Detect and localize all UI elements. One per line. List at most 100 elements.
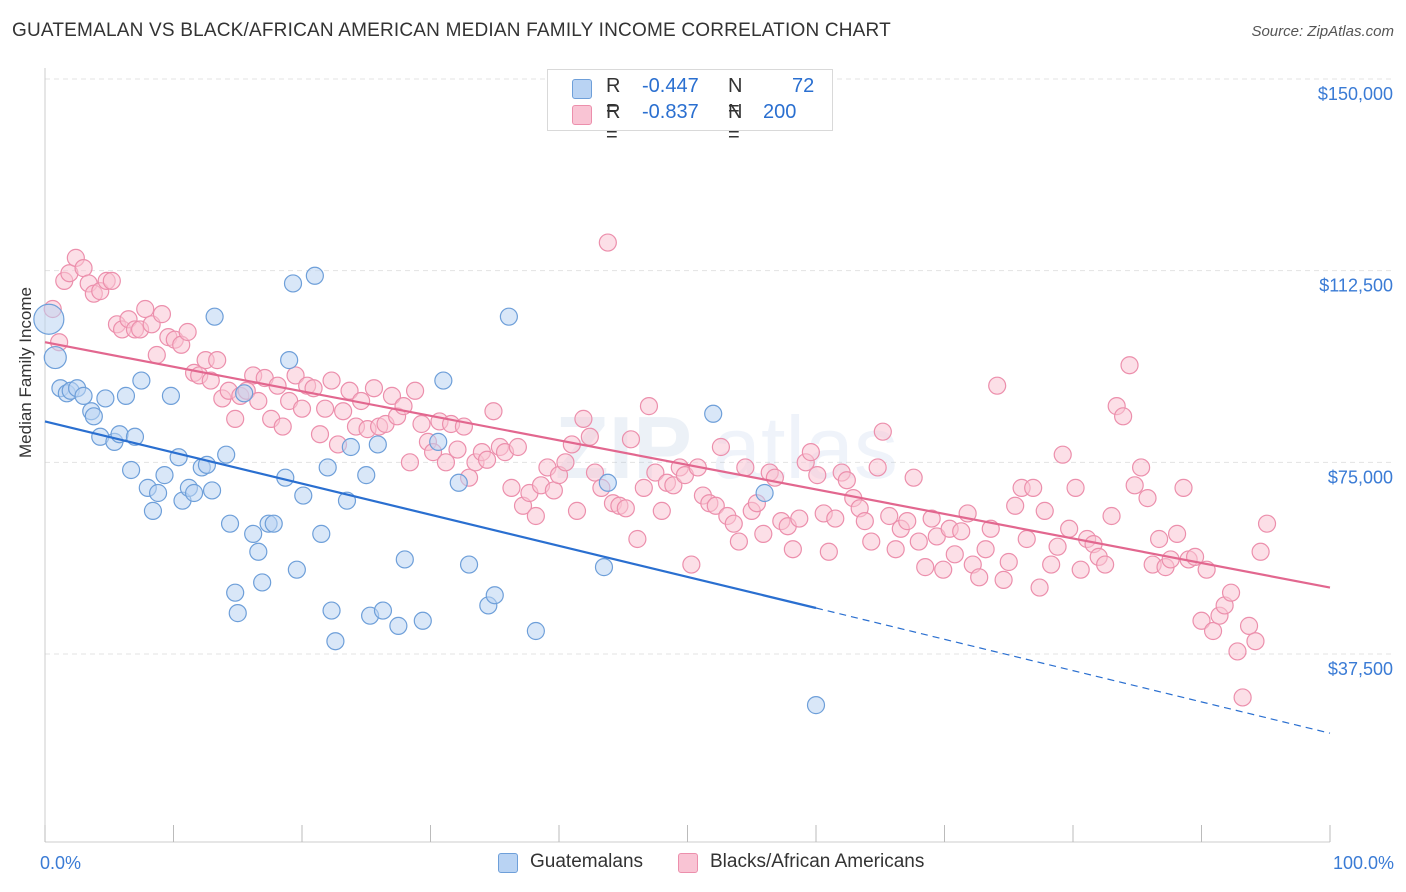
data-point [400,453,420,472]
data-point [121,460,141,480]
data-point [1251,542,1270,561]
data-point [886,540,905,559]
data-point [873,422,892,441]
blue-swatch-icon [572,79,592,99]
data-point [1053,445,1072,464]
data-point [1149,529,1169,549]
data-point [125,427,145,446]
data-point [556,453,575,472]
data-point [373,601,393,620]
data-point [880,506,899,526]
data-point [855,512,874,531]
data-point [704,404,723,423]
data-point [1017,529,1036,549]
data-point [477,450,497,469]
y-tick-label: $112,500 [1319,276,1393,296]
data-point [413,611,432,630]
data-point [1239,616,1259,635]
data-point [310,425,330,444]
data-point [1203,621,1223,641]
data-point [74,259,93,278]
data-point [364,379,384,398]
data-point [143,501,163,520]
data-point [508,437,527,457]
data-point [312,524,331,543]
data-point [249,391,268,411]
data-point [639,397,659,416]
data-point [1114,407,1133,426]
data-point [898,512,917,531]
data-point [1257,514,1277,533]
data-point [628,529,647,549]
legend-r-label: R = [606,75,621,120]
correlation-legend: R = -0.447 N = 72 R = -0.837 N = 200 [547,69,833,146]
data-point [1228,642,1247,661]
data-point [1024,478,1043,497]
data-point [544,481,563,500]
data-point [1006,496,1025,515]
grid-lines [45,78,1395,655]
data-point [1132,458,1151,477]
data-point [249,542,268,561]
data-point [988,376,1007,395]
data-point [228,604,247,623]
data-point [184,483,204,503]
data-point [217,445,236,464]
data-point [1060,519,1079,538]
data-point [1030,578,1049,597]
data-point [1071,560,1090,579]
trend-line-guatemalans-extension [815,607,1331,734]
data-point [305,266,324,285]
data-point [1096,555,1115,574]
legend-n-label: N = [728,75,743,120]
chart-source: Source: ZipAtlas.com [1251,23,1394,40]
data-point [868,458,887,477]
data-point [436,453,456,472]
data-point [116,386,136,405]
data-point [84,407,103,426]
trend-lines [44,341,1331,734]
legend-r-label: R = [606,101,621,146]
x-axis-min-label: 0.0% [40,853,82,873]
series-legend-label: Guatemalans [530,851,644,872]
data-point [43,345,67,370]
y-tick-label: $37,500 [1328,659,1393,679]
data-point [652,501,671,520]
pink-series-points [43,233,1277,707]
data-point [1246,632,1265,651]
data-point [952,522,971,541]
data-point [729,532,749,551]
data-point [1233,688,1252,707]
data-point [368,435,387,454]
data-point [273,417,292,436]
data-point [1192,611,1211,630]
data-point [326,632,345,651]
data-point [485,586,504,605]
data-point [429,432,448,451]
data-point [148,483,168,503]
data-point [598,233,617,252]
data-point [526,506,545,526]
data-point [994,570,1013,589]
data-point [682,555,701,574]
data-point [33,303,65,335]
data-point [280,351,299,370]
y-tick-label: $75,000 [1328,467,1393,487]
data-point [178,322,197,342]
data-point [136,299,155,319]
data-point [147,345,166,365]
data-point [1102,506,1121,526]
data-point [74,386,93,405]
data-point [837,471,856,490]
data-point [1125,476,1144,495]
data-point [1042,555,1061,574]
data-point [382,386,402,405]
data-point [1066,478,1085,497]
legend-n-label: N = [728,101,743,146]
data-point [754,524,773,543]
data-point [819,542,838,561]
data-point [395,550,414,569]
data-point [711,437,731,457]
data-point [916,558,935,577]
